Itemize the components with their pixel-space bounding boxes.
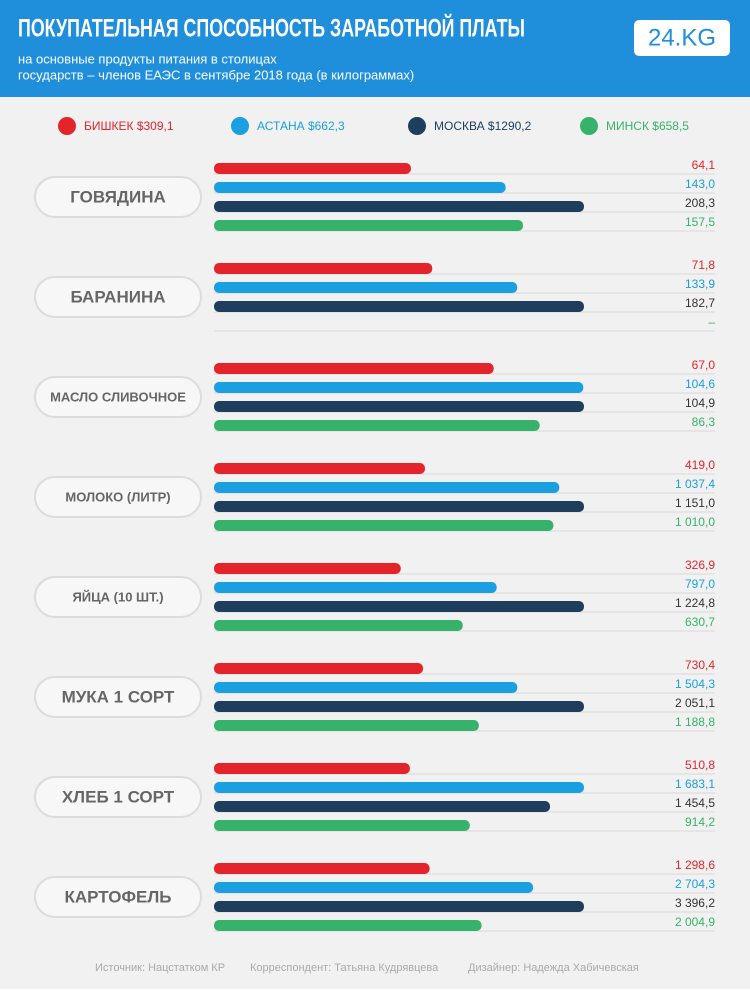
value-label: 208,3 (685, 196, 715, 210)
bar (214, 520, 554, 531)
category-pill (34, 576, 202, 618)
value-label: 1 454,5 (675, 796, 715, 810)
bar (214, 182, 506, 193)
value-label: 71,8 (692, 258, 716, 272)
logo-box (634, 20, 730, 56)
category-pill (34, 176, 202, 218)
legend-dot (408, 117, 426, 135)
value-label: 797,0 (685, 577, 715, 591)
bar (214, 463, 426, 474)
legend-label: МИНСК $658,5 (606, 119, 689, 133)
bar (214, 263, 433, 274)
value-label: 1 037,4 (675, 477, 715, 491)
value-label: 1 188,8 (675, 715, 715, 729)
bar (214, 482, 560, 493)
value-label: 2 004,9 (675, 915, 715, 929)
footer-text: Корреспондент: Татьяна Кудрявцева (250, 962, 439, 974)
bar (214, 363, 494, 374)
legend-label: МОСКВА $1290,2 (434, 119, 532, 133)
category-label: ЯЙЦА (10 ШТ.) (72, 589, 163, 604)
value-label: 64,1 (692, 158, 716, 172)
subtitle: государств – членов ЕАЭС в сентябре 2018… (18, 67, 414, 82)
value-label: 1 504,3 (675, 677, 715, 691)
bar (214, 863, 430, 874)
bar (214, 782, 584, 793)
category-pill (34, 776, 202, 818)
bar (214, 763, 410, 774)
value-label: 104,9 (685, 396, 715, 410)
bar (214, 220, 524, 231)
category-pill (34, 676, 202, 718)
value-label: 730,4 (685, 658, 715, 672)
header (0, 0, 750, 97)
value-label: 2 051,1 (675, 696, 715, 710)
value-label: 3 396,2 (675, 896, 715, 910)
value-label: 1 151,0 (675, 496, 715, 510)
bar (214, 801, 551, 812)
value-label: 1 298,6 (675, 858, 715, 872)
value-label: 104,6 (685, 377, 715, 391)
value-label: 157,5 (685, 215, 715, 229)
category-label: КАРТОФЕЛЬ (65, 887, 172, 906)
bar (214, 601, 584, 612)
value-label: 419,0 (685, 458, 715, 472)
footer-text: Дизайнер: Надежда Хабичевская (468, 962, 639, 974)
legend-dot (580, 117, 598, 135)
bar (214, 420, 540, 431)
bar (214, 720, 479, 731)
legend-dot (58, 117, 76, 135)
value-label: 133,9 (685, 277, 715, 291)
bar (214, 301, 584, 312)
bar (214, 920, 482, 931)
value-label: 1 683,1 (675, 777, 715, 791)
category-pill (34, 376, 202, 418)
category-label: БАРАНИНА (70, 287, 165, 306)
category-pill (34, 476, 202, 518)
value-label: 143,0 (685, 177, 715, 191)
bar (214, 701, 584, 712)
category-label: МОЛОКО (ЛИТР) (65, 489, 170, 504)
footer-text: Источник: Нацстатком КР (95, 962, 225, 974)
value-label: 326,9 (685, 558, 715, 572)
value-label: 914,2 (685, 815, 715, 829)
category-label: ГОВЯДИНА (70, 187, 166, 206)
category-pill (34, 276, 202, 318)
bar (214, 582, 497, 593)
value-label: – (708, 315, 715, 329)
logo: 24.KG (648, 24, 716, 51)
bar (214, 901, 584, 912)
bar (214, 401, 584, 412)
chart-title: ПОКУПАТЕЛЬНАЯ СПОСОБНОСТЬ ЗАРАБОТНОЙ ПЛА… (18, 13, 525, 43)
bar (214, 563, 401, 574)
bar (214, 163, 411, 174)
subtitle: на основные продукты питания в столицах (18, 51, 277, 66)
bar (214, 201, 584, 212)
category-label: ХЛЕБ 1 СОРТ (62, 787, 175, 806)
bar (214, 663, 424, 674)
value-label: 630,7 (685, 615, 715, 629)
category-label: МАСЛО СЛИВОЧНОЕ (50, 389, 186, 404)
value-label: 182,7 (685, 296, 715, 310)
bar (214, 382, 584, 393)
value-label: 2 704,3 (675, 877, 715, 891)
value-label: 1 010,0 (675, 515, 715, 529)
legend-dot (231, 117, 249, 135)
legend-label: АСТАНА $662,3 (257, 119, 345, 133)
bar (214, 682, 518, 693)
value-label: 1 224,8 (675, 596, 715, 610)
value-label: 67,0 (692, 358, 716, 372)
bar (214, 820, 470, 831)
bar (214, 501, 584, 512)
category-label: МУКА 1 СОРТ (62, 687, 175, 706)
bar (214, 282, 518, 293)
value-label: 86,3 (692, 415, 716, 429)
bar (214, 620, 463, 631)
value-label: 510,8 (685, 758, 715, 772)
bar (214, 882, 534, 893)
category-pill (34, 876, 202, 918)
legend-label: БИШКЕК $309,1 (84, 119, 174, 133)
